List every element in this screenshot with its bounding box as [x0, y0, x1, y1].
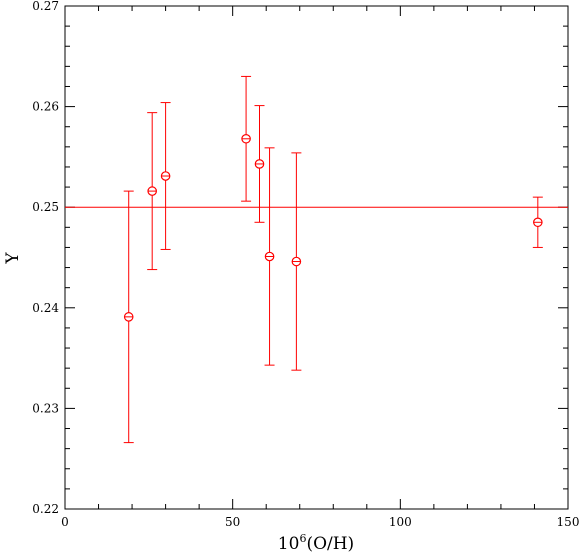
- y-tick-label: 0.23: [32, 401, 59, 415]
- x-tick-labels: 0 50 100 150: [61, 515, 579, 529]
- axis-ticks: [64, 5, 569, 510]
- data-points: [123, 75, 543, 444]
- y-tick-label: 0.25: [32, 200, 59, 214]
- data-point: [291, 152, 302, 371]
- plot-frame: [64, 5, 569, 510]
- x-tick-label: 100: [389, 515, 412, 529]
- x-axis-label-superscript: 6: [299, 532, 306, 545]
- data-point: [532, 196, 543, 248]
- x-axis-label: 106(O/H): [278, 532, 354, 554]
- y-tick-label: 0.24: [32, 301, 59, 315]
- data-point: [123, 190, 134, 444]
- y-tick-label: 0.26: [32, 100, 59, 114]
- x-tick-label: 150: [557, 515, 580, 529]
- x-axis-label-rest: (O/H): [306, 534, 354, 554]
- data-point: [160, 102, 171, 250]
- y-tick-label: 0.22: [32, 502, 59, 516]
- y-axis-label: Y: [3, 252, 23, 265]
- x-axis-label-base: 10: [278, 534, 300, 554]
- x-tick-label: 50: [225, 515, 240, 529]
- y-tick-labels: 0.22 0.23 0.24 0.25 0.26 0.27: [32, 0, 59, 516]
- x-tick-label: 0: [61, 515, 69, 529]
- data-point: [254, 105, 265, 223]
- data-point: [264, 147, 275, 366]
- data-point: [241, 75, 252, 202]
- y-tick-label: 0.27: [32, 0, 59, 13]
- data-point: [147, 112, 158, 271]
